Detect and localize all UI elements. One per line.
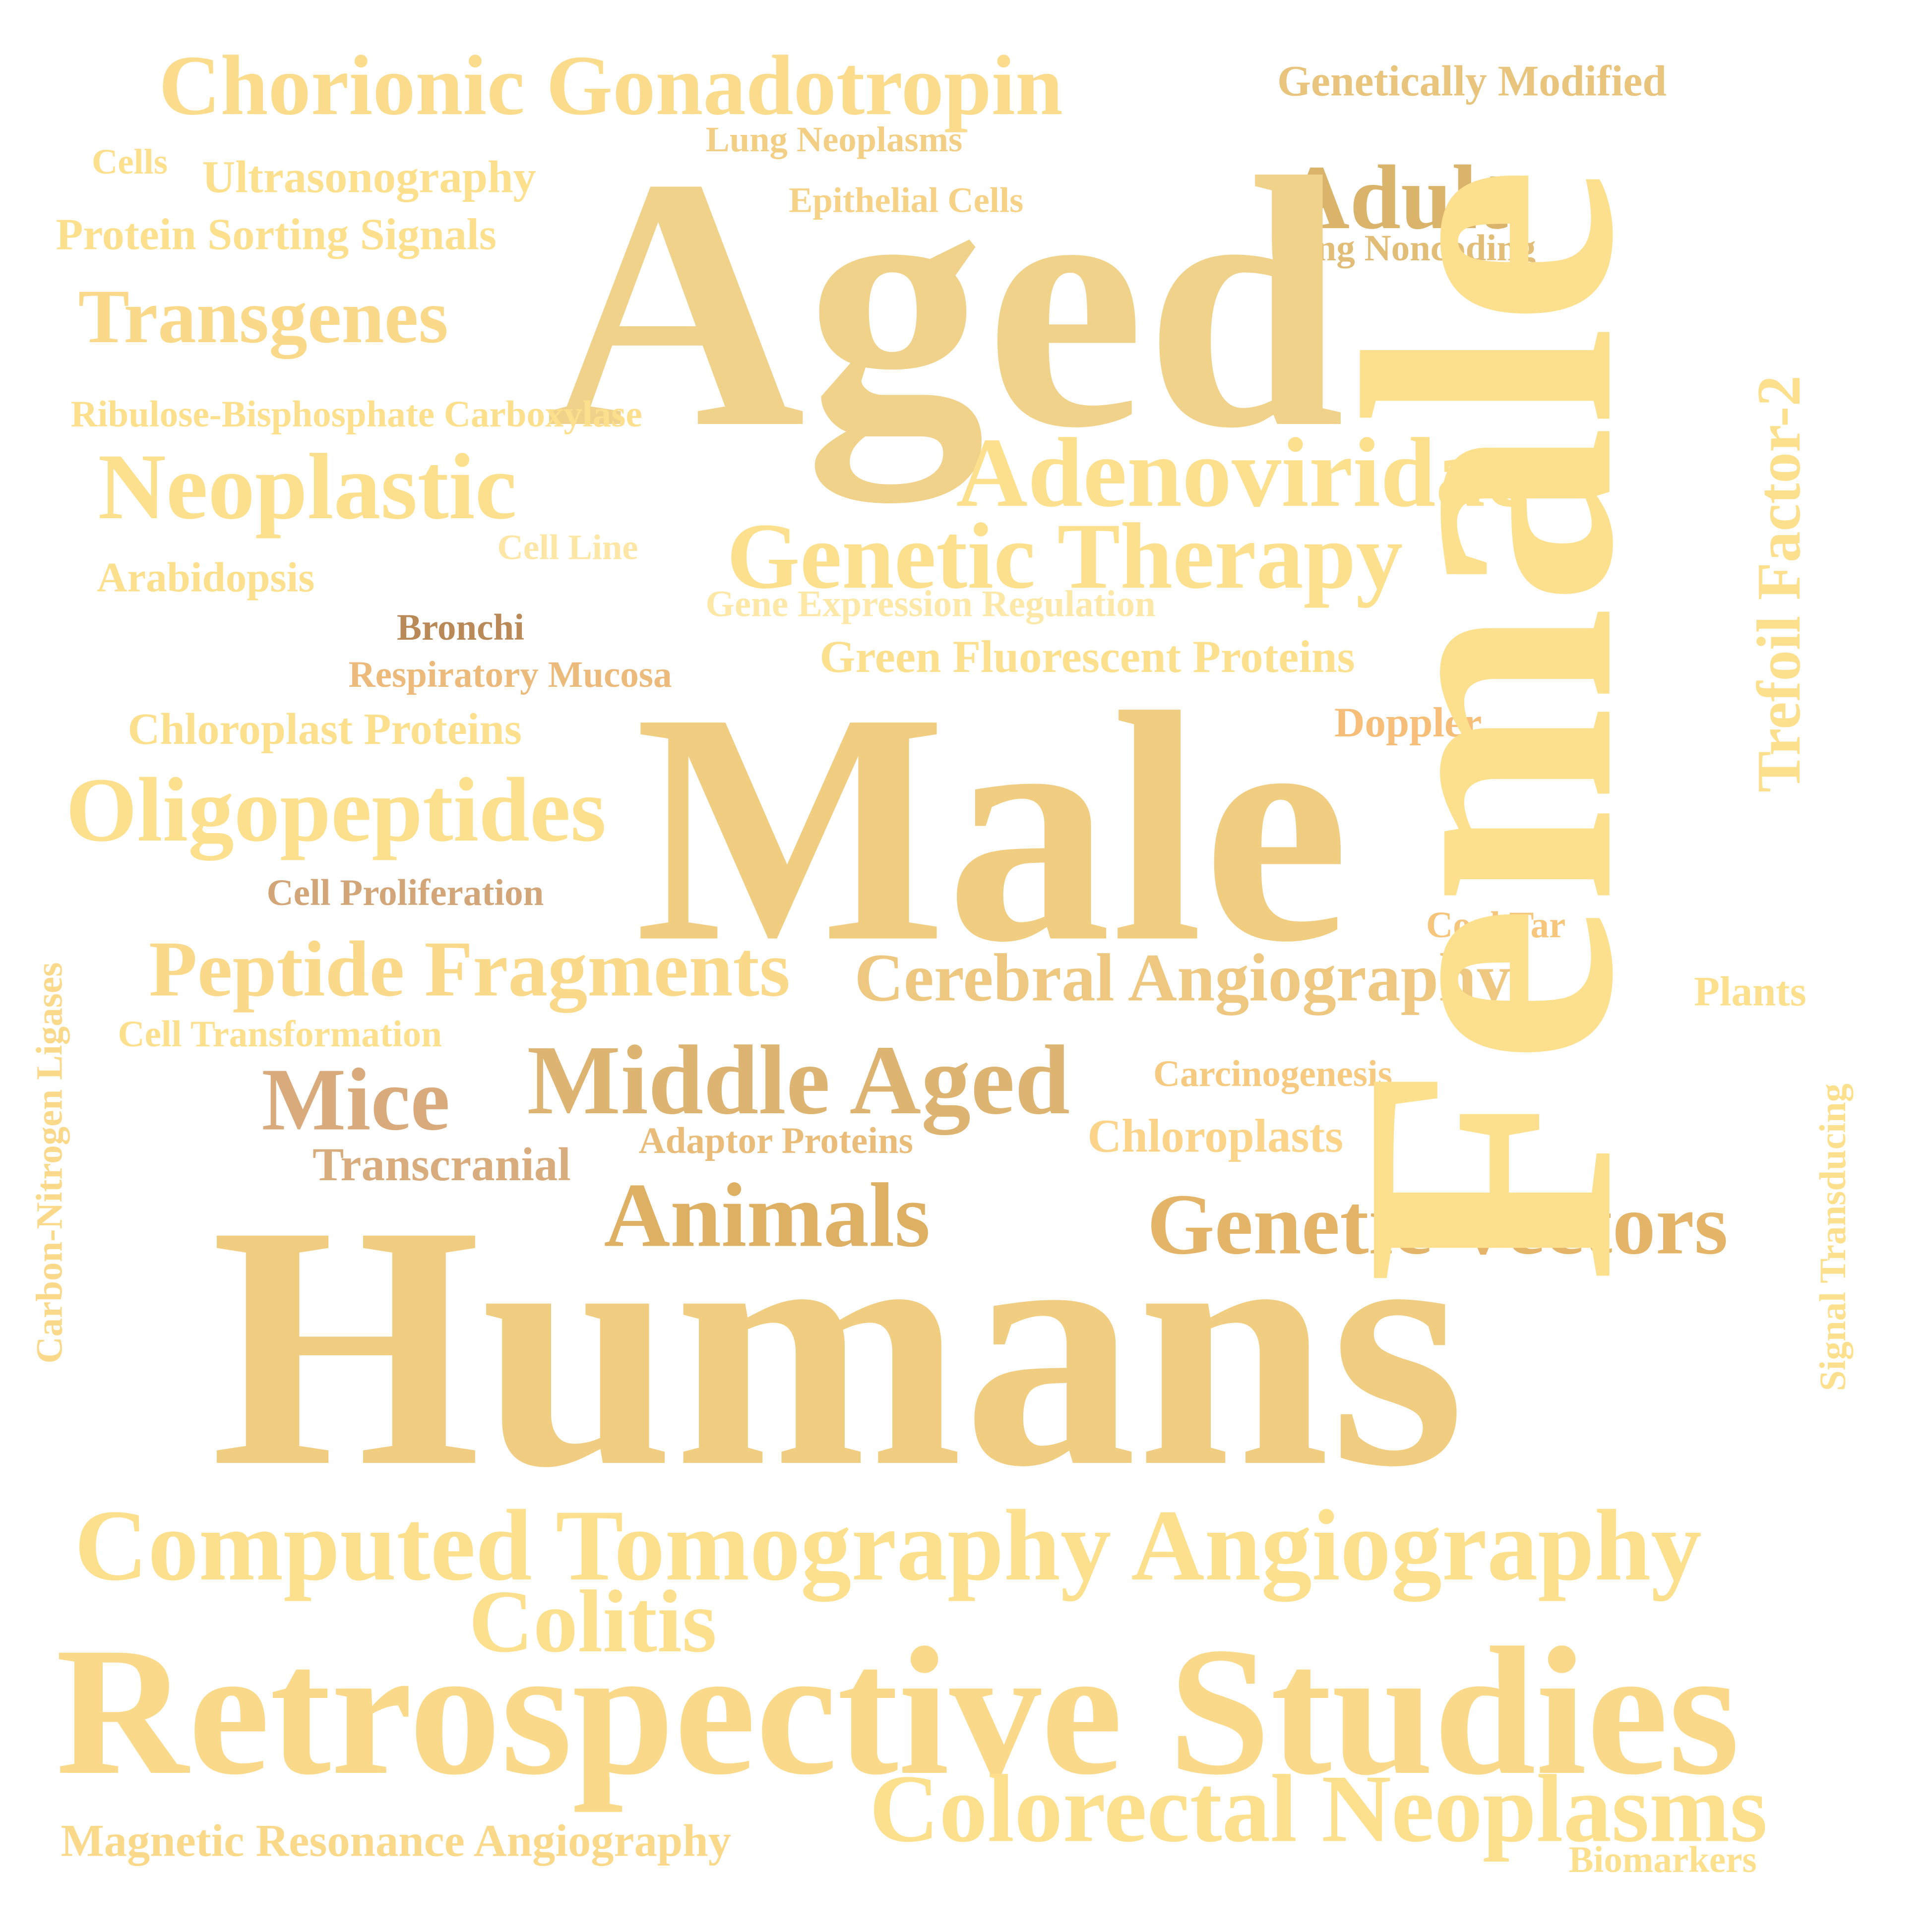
word-bronchi: Bronchi — [397, 607, 525, 649]
word-magnetic-resonance-angiography: Magnetic Resonance Angiography — [61, 1816, 732, 1867]
word-long-noncoding: Long Noncoding — [1272, 228, 1536, 269]
word-carbon-nitrogen-ligases: Carbon-Nitrogen Ligases — [29, 962, 71, 1364]
word-retrospective-studies: Retrospective Studies — [56, 1610, 1740, 1814]
word-ultrasonography: Ultrasonography — [202, 152, 536, 203]
word-male: Male — [635, 645, 1350, 1011]
word-trefoil-factor-2: Trefoil Factor-2 — [1744, 375, 1813, 793]
word-cell-line: Cell Line — [497, 528, 638, 568]
word-doppler: Doppler — [1334, 700, 1482, 746]
word-chorionic-gonadotropin: Chorionic Gonadotropin — [159, 38, 1063, 133]
word-adenoviridae: Adenoviridae — [956, 419, 1530, 528]
word-humans: Humans — [211, 1153, 1465, 1539]
word-middle-aged: Middle Aged — [527, 1026, 1070, 1136]
word-peptide-fragments: Peptide Fragments — [149, 925, 791, 1013]
word-gene-expression-regulation: Gene Expression Regulation — [705, 584, 1156, 625]
word-animals: Animals — [604, 1165, 931, 1267]
word-aged: Aged — [546, 104, 1345, 502]
word-genetically-modified: Genetically Modified — [1277, 57, 1667, 106]
word-signal-transducing: Signal Transducing — [1813, 1083, 1854, 1391]
word-carcinogenesis: Carcinogenesis — [1153, 1054, 1392, 1095]
word-cells: Cells — [92, 142, 168, 182]
word-cell-transformation: Cell Transformation — [118, 1014, 442, 1055]
word-oligopeptides: Oligopeptides — [65, 760, 607, 862]
word-cell-proliferation: Cell Proliferation — [266, 873, 544, 914]
word-adaptor-proteins: Adaptor Proteins — [638, 1121, 914, 1162]
word-mice: Mice — [261, 1050, 450, 1149]
word-genetic-vectors: Genetic Vectors — [1147, 1178, 1728, 1273]
word-colitis: Colitis — [469, 1572, 717, 1671]
word-arabidopsis: Arabidopsis — [97, 555, 315, 602]
word-coal-tar: Coal Tar — [1426, 905, 1566, 946]
word-colorectal-neoplasms: Colorectal Neoplasms — [869, 1754, 1768, 1862]
word-biomarkers: Biomarkers — [1568, 1840, 1757, 1881]
word-chloroplasts: Chloroplasts — [1087, 1111, 1344, 1163]
word-plants: Plants — [1694, 969, 1807, 1016]
word-neoplastic: Neoplastic — [98, 435, 517, 540]
word-green-fluorescent-proteins: Green Fluorescent Proteins — [819, 632, 1355, 683]
word-ribulose-bisphosphate-carboxylase: Ribulose-Bisphosphate Carboxylase — [70, 394, 642, 435]
word-chloroplast-proteins: Chloroplast Proteins — [127, 704, 522, 754]
word-genetic-therapy: Genetic Therapy — [727, 504, 1403, 609]
word-cerebral-angiography: Cerebral Angiography — [854, 940, 1511, 1016]
word-lung-neoplasms: Lung Neoplasms — [705, 120, 963, 160]
word-epithelial-cells: Epithelial Cells — [789, 181, 1024, 221]
word-transgenes: Transgenes — [78, 275, 448, 360]
word-adult: Adult — [1283, 147, 1508, 249]
word-protein-sorting-signals: Protein Sorting Signals — [56, 209, 497, 259]
word-respiratory-mucosa: Respiratory Mucosa — [348, 655, 672, 696]
word-computed-tomography-angiography: Computed Tomography Angiography — [74, 1489, 1702, 1602]
word-female: Female — [1289, 166, 1688, 1284]
word-transcranial: Transcranial — [312, 1139, 571, 1192]
